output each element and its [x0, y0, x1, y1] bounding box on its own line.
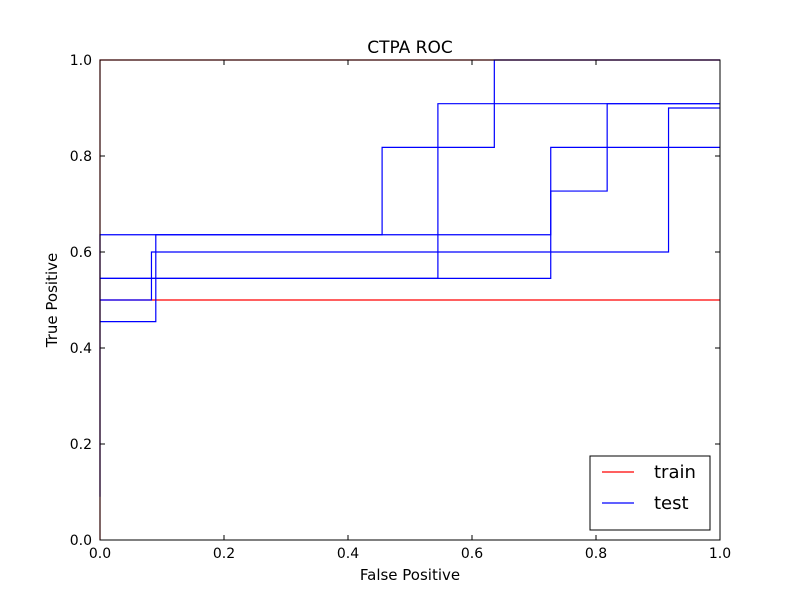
- chart-title: CTPA ROC: [367, 38, 453, 58]
- test-roc-curve-6: [100, 107, 720, 301]
- test-roc-curve-7: [100, 103, 720, 279]
- legend: train test: [589, 455, 711, 531]
- x-tick-label: 0.6: [461, 546, 483, 562]
- y-axis-label: True Positive: [43, 253, 61, 348]
- y-tick-label: 1.0: [70, 53, 92, 69]
- x-tick-label: 1.0: [709, 546, 731, 562]
- legend-label-train: train: [654, 462, 696, 483]
- y-tick-label: 0.6: [70, 245, 92, 261]
- y-tick-label: 0.8: [70, 149, 92, 165]
- x-tick-label: 0.8: [585, 546, 607, 562]
- axis-ticks: [99, 59, 721, 541]
- legend-label-test: test: [654, 493, 689, 514]
- y-tick-label: 0.2: [70, 437, 92, 453]
- plot-frame: [99, 59, 721, 541]
- test-roc-curve-4: [100, 146, 720, 323]
- x-tick-label: 0.2: [213, 546, 235, 562]
- x-tick-label: 0.4: [337, 546, 359, 562]
- axis-tick-labels: 0.0 0.2 0.4 0.6 0.8 1.0 0.0 0.2 0.4 0.6 0.8 1.0: [70, 53, 731, 562]
- legend-box: [589, 455, 711, 531]
- x-axis-label: False Positive: [360, 566, 460, 584]
- y-tick-label: 0.4: [70, 341, 92, 357]
- y-tick-label: 0.0: [70, 533, 92, 549]
- x-tick-label: 0.0: [89, 546, 111, 562]
